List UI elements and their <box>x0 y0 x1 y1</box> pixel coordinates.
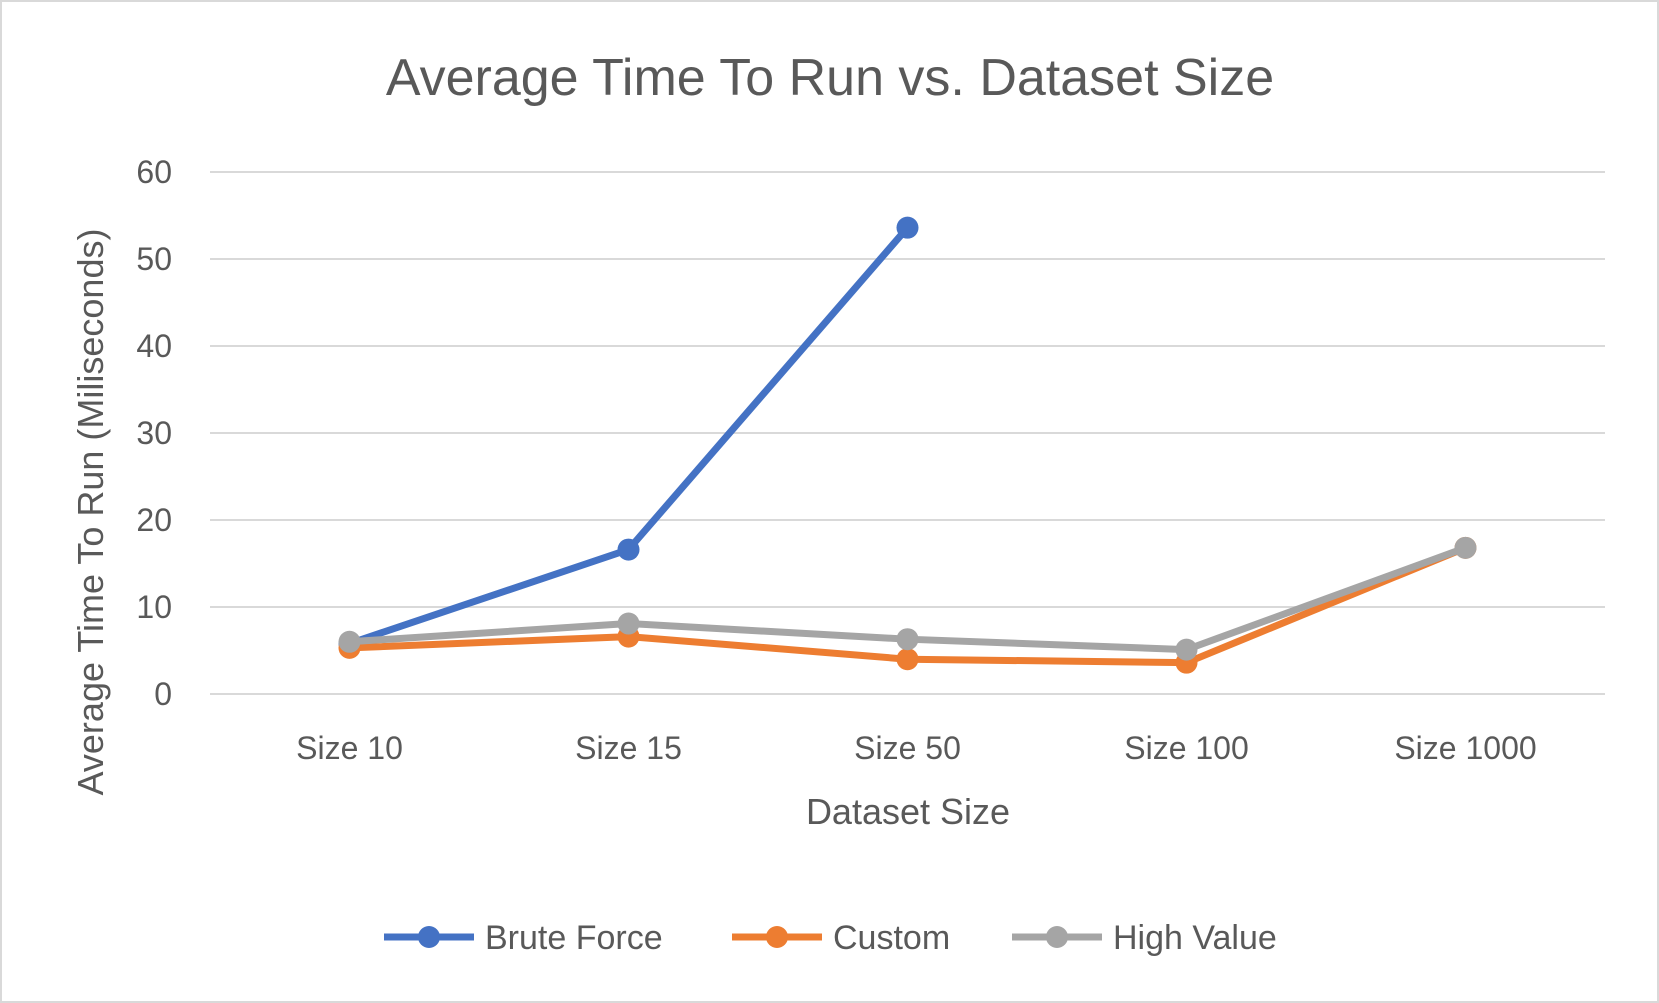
y-tick-label: 0 <box>154 676 172 712</box>
y-tick-label: 20 <box>136 502 172 538</box>
x-tick-label: Size 50 <box>854 730 961 766</box>
x-tick-label: Size 10 <box>296 730 403 766</box>
series-2 <box>338 536 1477 661</box>
data-point <box>617 538 640 561</box>
chart-title: Average Time To Run vs. Dataset Size <box>386 49 1274 107</box>
y-tick-label: 10 <box>136 589 172 625</box>
y-axis-label: Average Time To Run (Miliseconds) <box>70 229 111 796</box>
legend-swatch-marker <box>1046 926 1068 948</box>
legend-swatch-marker <box>418 926 440 948</box>
data-point <box>896 628 919 651</box>
series-line <box>348 225 911 647</box>
x-tick-label: Size 1000 <box>1394 730 1536 766</box>
series-0 <box>338 216 919 655</box>
series-lines <box>338 216 1477 674</box>
legend: Brute Force Custom High Value <box>384 919 1277 957</box>
y-tick-label: 60 <box>136 154 172 190</box>
data-point <box>1175 638 1198 661</box>
data-point <box>1454 536 1477 559</box>
x-axis-label: Dataset Size <box>806 791 1010 832</box>
x-tick-label: Size 100 <box>1124 730 1249 766</box>
data-point <box>896 648 919 671</box>
y-tick-label: 40 <box>136 328 172 364</box>
legend-item: Brute Force <box>384 919 663 957</box>
legend-label: Custom <box>833 919 950 957</box>
data-point <box>617 612 640 635</box>
y-axis-ticks: 0 10 20 30 40 50 60 <box>136 154 172 712</box>
x-tick-label: Size 15 <box>575 730 682 766</box>
data-point <box>896 216 919 239</box>
legend-label: High Value <box>1113 919 1277 957</box>
gridlines <box>210 171 1605 695</box>
x-axis-ticks: Size 10 Size 15 Size 50 Size 100 Size 1000 <box>296 730 1537 766</box>
data-point <box>338 630 361 653</box>
legend-label: Brute Force <box>485 919 663 957</box>
legend-item: High Value <box>1012 919 1277 957</box>
legend-item: Custom <box>732 919 950 957</box>
legend-swatch-marker <box>766 926 788 948</box>
y-tick-label: 50 <box>136 241 172 277</box>
y-tick-label: 30 <box>136 415 172 451</box>
